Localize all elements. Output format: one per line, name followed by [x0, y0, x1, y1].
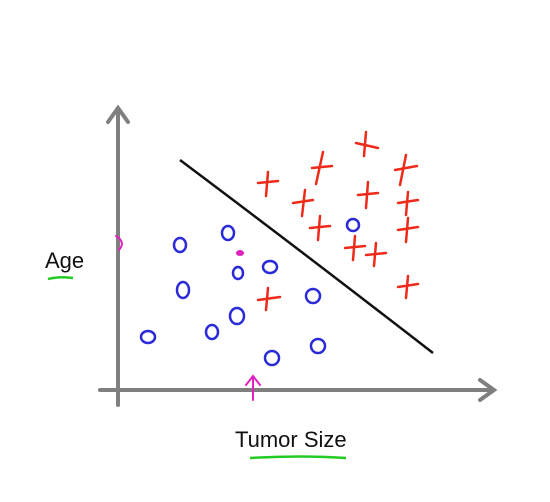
x-label-underline	[249, 455, 347, 460]
y-axis-label: Age	[45, 248, 84, 273]
y-label-underline	[47, 275, 74, 281]
query-point	[236, 250, 244, 256]
positive-examples	[256, 130, 420, 312]
axes	[98, 104, 498, 407]
negative-examples	[139, 217, 361, 367]
decision-boundary	[179, 159, 434, 354]
magenta-markers	[115, 235, 261, 401]
x-axis-label: Tumor Size	[235, 427, 347, 452]
